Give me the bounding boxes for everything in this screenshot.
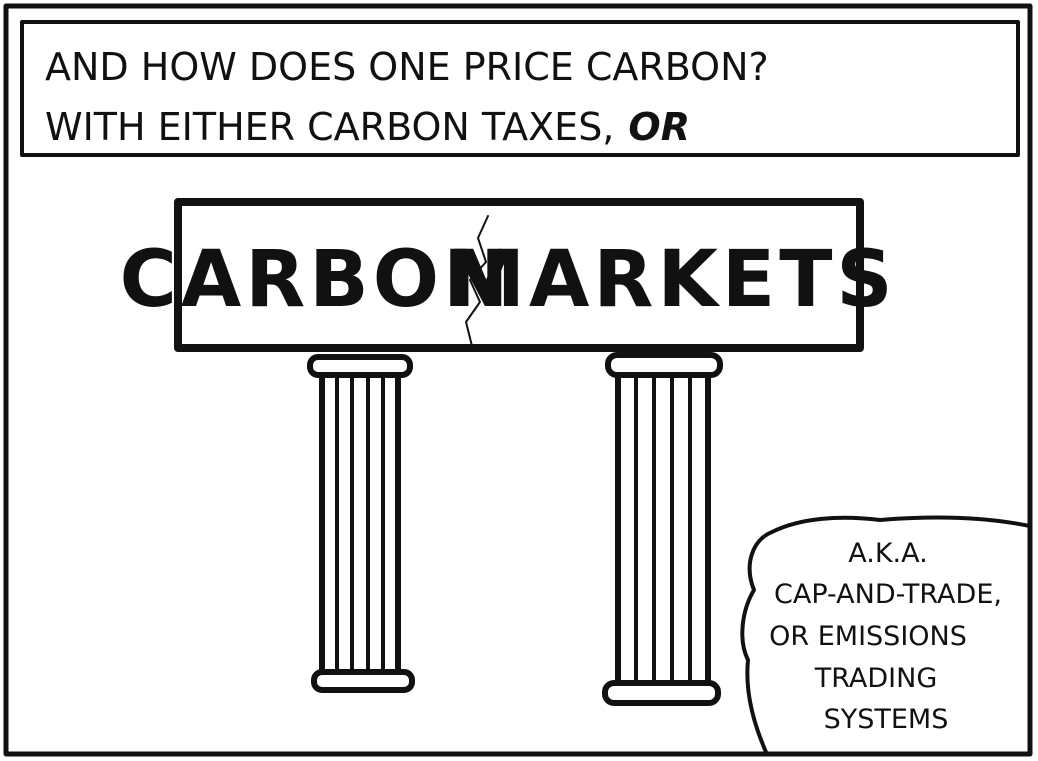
note-bubble [740, 515, 1032, 754]
note-line: OR EMISSIONS [769, 621, 967, 652]
sign-board [174, 198, 864, 352]
crack [465, 215, 489, 347]
caption-line: WITH EITHER CARBON TAXES, OR [45, 105, 690, 149]
sign-word: CARBON [120, 235, 513, 325]
right-pillar [602, 352, 723, 706]
sign: CARBON MARKETS [120, 198, 896, 352]
note-line: A.K.A. [848, 538, 927, 569]
caption-text: WITH EITHER CARBON TAXES, [45, 105, 614, 149]
sign-word: MARKETS [447, 235, 896, 325]
panel-border [3, 3, 1033, 757]
note-line: CAP-AND-TRADE, [774, 579, 1002, 610]
note-line: SYSTEMS [824, 704, 949, 735]
caption-line: AND HOW DOES ONE PRICE CARBON? [45, 45, 769, 89]
note-line: TRADING [814, 663, 938, 694]
caption-emphasis: OR [628, 105, 690, 149]
caption-box [20, 20, 1020, 157]
left-pillar [307, 354, 415, 693]
